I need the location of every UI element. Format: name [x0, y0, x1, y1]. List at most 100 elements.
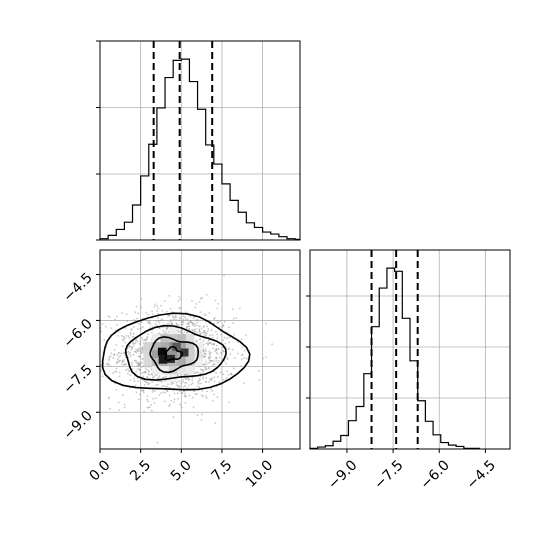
scatter-point [199, 375, 202, 378]
scatter-point [236, 352, 239, 355]
scatter-point [243, 357, 246, 359]
scatter-point [183, 395, 186, 397]
scatter-point [174, 315, 177, 317]
scatter-point [232, 317, 235, 320]
scatter-point [232, 308, 234, 311]
x-marginal-histogram [99, 58, 301, 240]
scatter-point [197, 324, 200, 327]
density-cell [151, 334, 161, 343]
scatter-point [218, 381, 221, 384]
scatter-point [177, 324, 180, 326]
y-tick-label: −6.0 [60, 316, 95, 351]
scatter-point [215, 360, 218, 362]
scatter-point [152, 376, 154, 378]
scatter-point [126, 320, 129, 322]
scatter-point [113, 370, 116, 373]
scatter-point [133, 377, 136, 380]
scatter-point [195, 328, 198, 330]
scatter-point [238, 307, 241, 310]
scatter-point [211, 334, 214, 336]
scatter-point [246, 357, 248, 360]
scatter-point [105, 325, 107, 328]
scatter-point [164, 380, 167, 383]
scatter-point [141, 326, 144, 328]
scatter-point [135, 370, 138, 373]
scatter-point [146, 368, 148, 371]
scatter-point [171, 323, 173, 326]
scatter-point [149, 406, 151, 409]
y-marginal-yticks [306, 295, 310, 399]
x-marginal-frame [99, 40, 301, 241]
scatter-point [146, 398, 148, 401]
y-marginal-x-tick-label: −7.5 [371, 457, 406, 492]
scatter-point [184, 318, 187, 321]
scatter-point [182, 379, 185, 381]
scatter-point [215, 344, 218, 347]
scatter-point [147, 383, 150, 386]
scatter-point [205, 334, 208, 337]
scatter-point [178, 316, 181, 319]
scatter-point [130, 348, 133, 351]
scatter-point [232, 367, 235, 370]
scatter-point [103, 339, 106, 341]
scatter-point [151, 391, 154, 393]
scatter-point [160, 304, 162, 307]
scatter-point [194, 324, 197, 326]
scatter-point [202, 339, 205, 342]
scatter-point [168, 314, 171, 317]
density-cell [160, 334, 169, 343]
scatter-point [212, 359, 215, 362]
scatter-point [228, 401, 230, 404]
scatter-point [134, 384, 137, 387]
scatter-point [196, 371, 199, 373]
scatter-point [162, 329, 165, 332]
scatter-point [150, 409, 153, 412]
joint-panel: 0.0 2.5 5.0 7.5 10.0 −4.5 −6.0 −7.5 −9.0 [60, 249, 301, 491]
scatter-point [211, 336, 214, 339]
scatter-point [140, 307, 143, 309]
scatter-point [170, 319, 172, 321]
scatter-point [196, 385, 199, 388]
scatter-point [226, 337, 228, 340]
scatter-point [151, 374, 154, 376]
scatter-point [215, 357, 218, 360]
scatter-point [107, 362, 110, 365]
scatter-point [146, 333, 149, 336]
scatter-point [156, 305, 159, 307]
x-tick-label: 7.5 [209, 457, 236, 484]
scatter-point [173, 318, 176, 320]
scatter-point [122, 352, 125, 355]
scatter-point [122, 394, 124, 397]
scatter-point [200, 382, 203, 385]
scatter-point [216, 396, 219, 399]
scatter-point [144, 380, 147, 383]
scatter-point [185, 378, 188, 380]
scatter-point [151, 326, 154, 328]
scatter-point [223, 274, 226, 277]
scatter-point [185, 311, 188, 314]
scatter-point [205, 381, 208, 383]
scatter-point [223, 350, 225, 353]
scatter-point [205, 395, 208, 397]
density-cell [185, 350, 195, 359]
scatter-point [112, 357, 115, 359]
scatter-point [211, 390, 214, 392]
scatter-point [226, 358, 229, 361]
scatter-point [206, 330, 209, 333]
scatter-point [220, 333, 223, 336]
scatter-point [205, 293, 208, 296]
scatter-point [176, 381, 178, 384]
scatter-point [191, 382, 194, 385]
scatter-point [115, 371, 118, 373]
scatter-point [157, 383, 160, 386]
scatter-point [226, 376, 228, 379]
scatter-point [135, 391, 138, 394]
scatter-point [179, 306, 182, 309]
scatter-point [154, 374, 157, 377]
scatter-point [191, 299, 193, 302]
scatter-point [101, 375, 104, 378]
scatter-point [204, 363, 207, 366]
scatter-point [125, 368, 128, 371]
scatter-point [146, 376, 149, 379]
scatter-point [182, 315, 185, 318]
